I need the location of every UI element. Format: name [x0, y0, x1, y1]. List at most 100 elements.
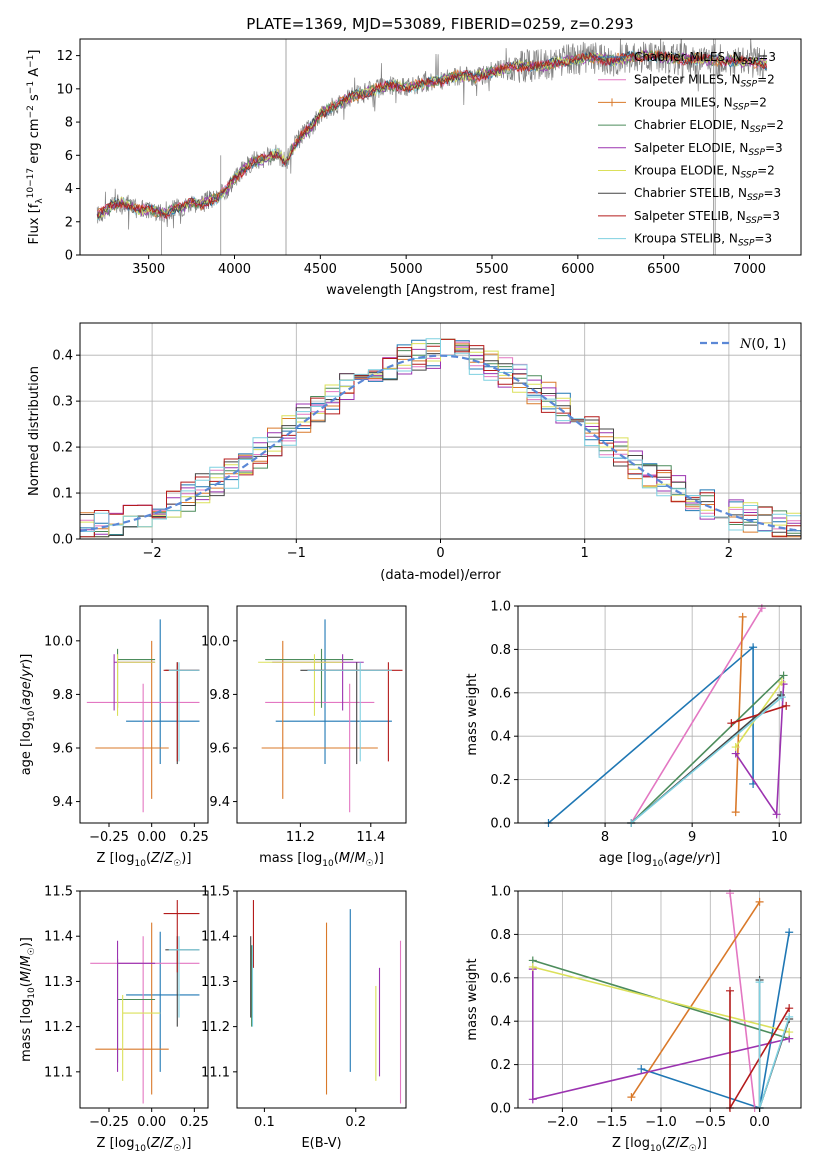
weight-point-marker: [738, 612, 747, 621]
label-part: /: [19, 966, 34, 971]
y-tick-label: 6: [65, 149, 73, 164]
x-axis-label: mass [log10(M/M☉)]: [259, 851, 384, 869]
weight-series-line: [630, 674, 785, 824]
legend-suffix: =2: [757, 73, 775, 87]
x-tick-label: 9: [688, 830, 696, 845]
label-part: age: [19, 681, 34, 705]
x-tick-label: −2.0: [547, 1115, 579, 1130]
axes-frame: [517, 890, 802, 1109]
label-part: Z: [666, 1136, 677, 1151]
label-part: 10: [27, 987, 37, 999]
label-part: 10: [134, 1144, 146, 1154]
label-part: mass [log: [259, 851, 322, 866]
label-part: (: [661, 1136, 666, 1151]
label-part: s: [27, 94, 42, 105]
legend-text: Kroupa STELIB, N: [634, 232, 738, 246]
y-tick-label: 0.0: [490, 817, 511, 832]
weight-series-line: [532, 966, 790, 1033]
label-part: )]: [19, 937, 34, 947]
x-tick-label: 4500: [304, 262, 337, 277]
label-part: 10: [652, 859, 664, 869]
x-axis-label: (data-model)/error: [380, 568, 501, 583]
y-tick-label: 10.0: [201, 634, 230, 649]
label-part: M: [19, 955, 34, 966]
label-part: Flux [f: [27, 203, 42, 244]
label-part: )]: [19, 654, 34, 664]
spectrum-panel: 3500 4000 4500 5000 5500 6000 6500 7000 0 2 4 6 8 10 1…: [26, 38, 802, 298]
x-tick-label: 6500: [647, 262, 680, 277]
y-tick-label: 12: [56, 49, 73, 64]
y-tick-label: 9.8: [52, 688, 73, 703]
label-part: −17: [26, 168, 36, 187]
x-tick-label: 0: [436, 546, 444, 561]
y-tick-label: 0.4: [490, 1015, 511, 1030]
legend-suffix: =3: [754, 232, 772, 246]
x-tick-label: 0.1: [254, 1115, 275, 1130]
weight-point-marker: [726, 889, 735, 898]
weight-point-marker: [528, 962, 537, 971]
label-part: ☉: [173, 1144, 181, 1154]
label-part: (: [19, 706, 34, 711]
x-tick-label: −0.25: [89, 830, 129, 845]
y-tick-label: 0.0: [52, 533, 73, 548]
x-axis-label: E(B-V): [301, 1136, 341, 1151]
x-axis-label: wavelength [Angstrom, rest frame]: [326, 283, 555, 298]
weight-series-line: [729, 893, 756, 1109]
legend-text: Salpeter STELIB, N: [634, 209, 746, 223]
label-part: age: [668, 851, 692, 866]
label-part: −1: [26, 81, 36, 94]
legend-text: Chabrier STELIB, N: [634, 186, 747, 200]
label-part: /: [693, 851, 698, 866]
legend-text: N: [739, 337, 752, 352]
x-tick-label: 8: [601, 830, 609, 845]
y-tick-label: 9.6: [209, 741, 230, 756]
label-part: A: [27, 68, 42, 81]
label-part: )]: [710, 851, 720, 866]
label-part: M: [354, 851, 365, 866]
y-tick-label: 9.4: [209, 795, 230, 810]
legend-sub: SSP: [748, 148, 765, 158]
label-part: yr: [696, 851, 712, 866]
label-part: /: [160, 1136, 165, 1151]
label-part: Z: [163, 1136, 174, 1151]
x-axis-label: Z [log10(Z/Z☉)]: [97, 1136, 192, 1154]
x-tick-label: −2: [143, 546, 162, 561]
y-axis-label: age [log10(age/yr)]: [19, 654, 37, 776]
legend-sub: SSP: [741, 171, 758, 181]
legend-entry: Salpeter STELIB, NSSP=3: [634, 209, 780, 226]
label-part: 10: [650, 1144, 662, 1154]
y-tick-label: 0.4: [490, 730, 511, 745]
y-tick-label: 2: [65, 215, 73, 230]
label-part: (: [19, 982, 34, 987]
y-tick-label: 0.8: [490, 643, 511, 658]
y-tick-label: 9.8: [209, 688, 230, 703]
legend-text-args: (0, 1): [751, 337, 786, 352]
label-part: Z: [150, 1136, 161, 1151]
label-part: age [log: [19, 722, 34, 775]
weight-series-line: [734, 616, 744, 813]
weight-series-line: [641, 932, 790, 1110]
y-tick-label: 11.4: [44, 930, 73, 945]
y-tick-label: 0.2: [490, 1058, 511, 1073]
y-axis-label: Flux [fλ10−17 erg cm−2 s−1 A−1]: [26, 50, 45, 245]
y-tick-label: 9.4: [52, 795, 73, 810]
x-tick-label: −0.25: [89, 1115, 129, 1130]
legend-entry: Kroupa MILES, NSSP=2: [634, 95, 767, 112]
axes-frame: [79, 38, 802, 256]
weight-point-marker: [731, 743, 740, 752]
label-part: (: [146, 851, 151, 866]
label-part: erg cm: [27, 118, 42, 167]
label-part: )]: [374, 851, 384, 866]
legend-text: Chabrier MILES, N: [634, 50, 742, 64]
weight-point-marker: [785, 1028, 794, 1037]
figure-title: PLATE=1369, MJD=53089, FIBERID=0259, z=0…: [246, 15, 633, 33]
weight-point-marker: [726, 986, 735, 995]
axes-frame: [79, 605, 209, 824]
x-axis-label: Z [log10(Z/Z☉)]: [97, 851, 192, 869]
weight-point-marker: [779, 671, 788, 680]
weight-point-marker: [731, 808, 740, 817]
weight-point-marker: [755, 897, 764, 906]
y-tick-label: 1.0: [490, 885, 511, 900]
label-part: /: [350, 851, 355, 866]
